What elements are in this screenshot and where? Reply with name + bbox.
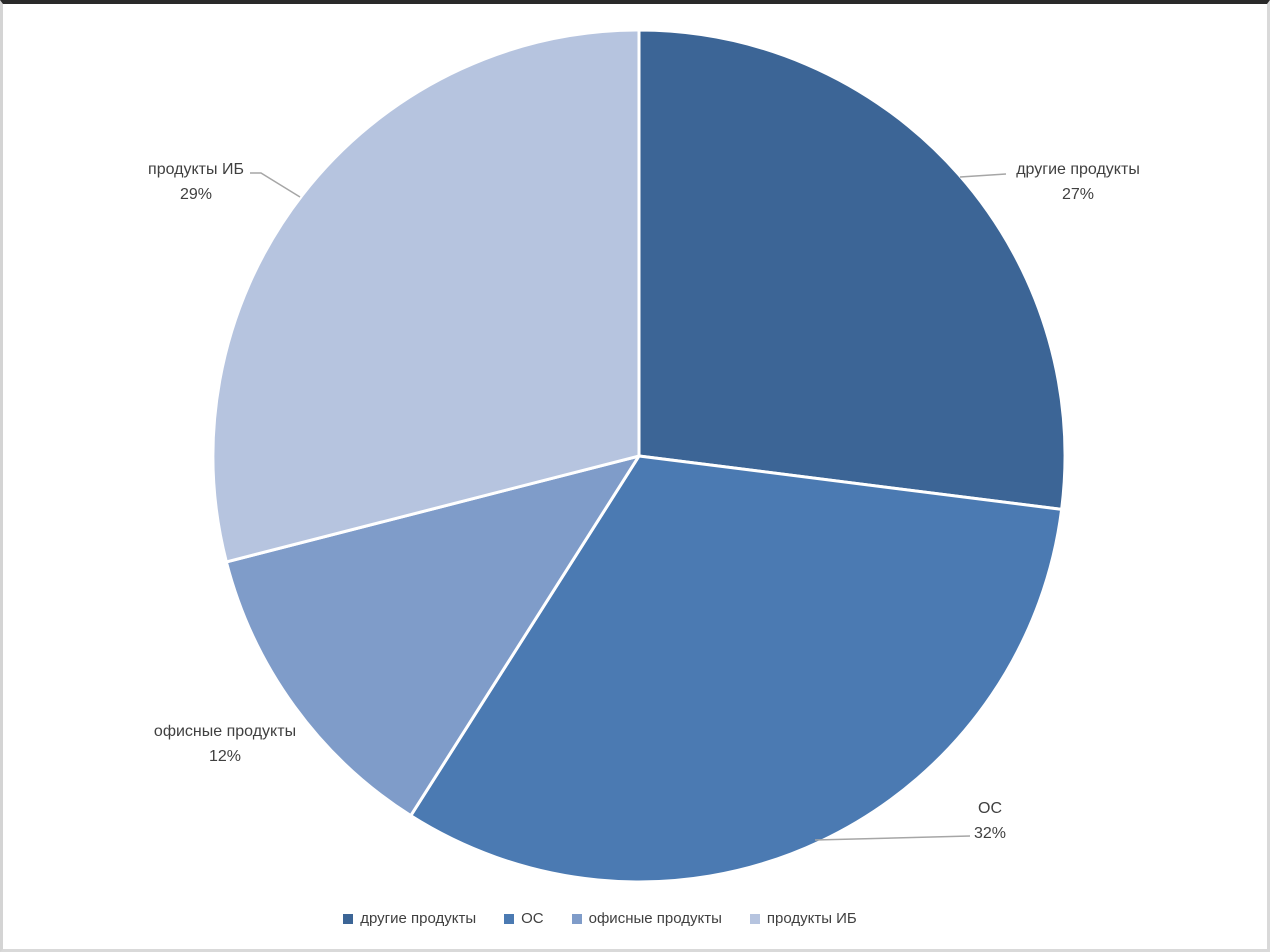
legend-item-office-products[interactable]: офисные продукты xyxy=(571,910,722,927)
legend-item-label: продукты ИБ xyxy=(766,910,857,927)
data-label-text: продукты ИБ xyxy=(148,161,244,178)
data-label-percent: 27% xyxy=(1061,186,1095,203)
legend-item-label: другие продукты xyxy=(360,910,477,927)
data-label-percent: 12% xyxy=(208,748,242,765)
data-label-text: офисные продукты xyxy=(153,723,297,740)
data-label-text: ОС xyxy=(978,800,1002,817)
pie-chart-svg xyxy=(211,28,1067,884)
legend-item-label: ОС xyxy=(521,910,544,927)
legend-item-other-products[interactable]: другие продукты xyxy=(343,910,476,927)
legend-swatch-icon xyxy=(504,913,515,924)
data-label-percent: 29% xyxy=(179,186,213,203)
pie-slice-infosec-products[interactable] xyxy=(211,28,641,564)
legend-item-label: офисные продукты xyxy=(588,910,722,927)
pie-slice-office-products[interactable] xyxy=(224,454,641,818)
pie-slice-other-products[interactable] xyxy=(637,28,1067,511)
legend-item-infosec-products[interactable]: продукты ИБ xyxy=(749,910,857,927)
data-label-office-products: офисные продукты 12% xyxy=(154,719,296,769)
chart-legend: другие продукты ОС офисные продукты продукт… xyxy=(3,910,1267,927)
legend-swatch-icon xyxy=(749,913,760,924)
legend-swatch-icon xyxy=(571,913,582,924)
data-label-text: другие продукты xyxy=(1016,161,1140,178)
legend-item-os[interactable]: ОС xyxy=(504,910,544,927)
data-label-infosec-products: продукты ИБ 29% xyxy=(148,157,244,207)
leader-line-infosec-products xyxy=(250,172,301,198)
pie-slice-os[interactable] xyxy=(409,454,1064,884)
leader-line-other-products xyxy=(959,173,1007,178)
legend-swatch-icon xyxy=(343,913,354,924)
leader-line-os xyxy=(814,835,971,841)
data-label-percent: 32% xyxy=(973,825,1007,842)
data-label-os: ОС 32% xyxy=(974,796,1006,846)
data-label-other-products: другие продукты 27% xyxy=(1016,157,1140,207)
